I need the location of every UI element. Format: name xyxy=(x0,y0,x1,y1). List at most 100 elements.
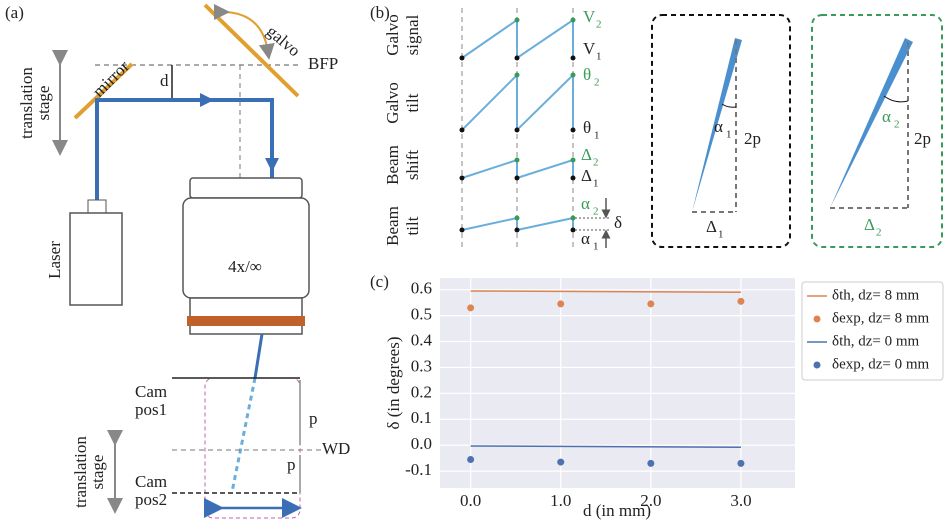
objective-ring xyxy=(189,177,303,199)
legend-label: δexp, dz= 8 mm xyxy=(832,310,930,326)
y-tick-label: 0.3 xyxy=(411,356,432,375)
symbol-sub: 1 xyxy=(593,178,599,190)
symbol-sub: 2 xyxy=(593,206,599,218)
symbol: α xyxy=(581,229,590,248)
symbol: α xyxy=(581,194,590,213)
legend-label: δexp, dz= 0 mm xyxy=(832,356,930,372)
label: pos1 xyxy=(135,400,167,419)
point xyxy=(467,455,475,463)
label: Cam xyxy=(135,382,167,401)
label: d xyxy=(160,71,169,90)
label: 2p xyxy=(914,129,931,148)
galvo-arrow xyxy=(213,3,275,60)
line xyxy=(470,290,741,294)
symbol-sub: 2 xyxy=(894,119,900,131)
symbol: α xyxy=(882,107,891,126)
label: WD xyxy=(322,439,350,458)
symbol-sub: 1 xyxy=(596,51,602,63)
x-tick-label: 1.0 xyxy=(550,491,571,510)
beam xyxy=(230,377,257,493)
legend-label: δth, dz= 8 mm xyxy=(832,287,920,303)
camera-range xyxy=(204,377,301,519)
y-tick-label: 0.1 xyxy=(411,408,432,427)
row-label: tilt xyxy=(403,93,422,112)
label: p xyxy=(309,409,318,428)
panel-label: (c) xyxy=(370,272,389,291)
row-label: tilt xyxy=(403,216,422,235)
x-tick-label: 3.0 xyxy=(730,491,751,510)
beam xyxy=(253,333,264,379)
point xyxy=(737,297,745,305)
symbol: δ xyxy=(614,213,622,232)
label: translation xyxy=(17,67,36,139)
symbol-sub: 1 xyxy=(594,130,600,142)
y-tick-label: 0.2 xyxy=(411,382,432,401)
x-tick-label: 2.0 xyxy=(640,491,661,510)
label: BFP xyxy=(308,54,338,73)
label: 2p xyxy=(744,129,761,148)
label: mirror xyxy=(89,57,133,101)
row-label: Galvo xyxy=(383,82,402,124)
beam xyxy=(95,98,274,200)
symbol: α xyxy=(714,117,723,136)
symbol: V xyxy=(583,39,596,58)
chart: δ (in degrees) d (in mm) -0.1 0.0 0.1 0.2 0.… xyxy=(384,278,944,520)
legend-swatch xyxy=(813,361,821,369)
laser xyxy=(69,212,123,306)
y-tick-label: 0.5 xyxy=(411,304,432,323)
row-label: signal xyxy=(403,14,422,55)
point xyxy=(557,458,565,466)
symbol-sub: 1 xyxy=(593,241,599,253)
wedge xyxy=(692,38,742,212)
symbol: V xyxy=(583,7,596,26)
label: translation xyxy=(71,436,90,508)
panel-label: (b) xyxy=(370,3,390,22)
legend-box xyxy=(801,281,944,381)
label: p xyxy=(287,455,296,474)
label: galvo xyxy=(263,22,304,61)
objective-band xyxy=(187,316,305,326)
symbol-sub: 1 xyxy=(726,129,732,141)
point xyxy=(647,300,655,308)
row-label: shift xyxy=(403,150,422,181)
label: stage xyxy=(34,86,53,121)
symbol-sub: 2 xyxy=(596,19,602,31)
symbol: Δ xyxy=(581,166,592,185)
objective-body xyxy=(182,197,310,299)
label: 4x/∞ xyxy=(228,257,262,276)
y-tick-label: 0.6 xyxy=(411,279,432,298)
y-tick-label: 0.4 xyxy=(411,330,433,349)
symbol: θ xyxy=(583,65,591,84)
mirror xyxy=(73,62,134,120)
point xyxy=(737,459,745,467)
signal-diagram: Galvo signal Galvo tilt Beam shift Beam … xyxy=(383,7,943,253)
row-label: Galvo xyxy=(383,14,402,56)
wedge xyxy=(830,38,913,208)
symbol-sub: 1 xyxy=(718,229,724,241)
signal-dots xyxy=(459,17,576,233)
y-tick-label: 0.0 xyxy=(411,434,432,453)
y-tick-label: -0.1 xyxy=(405,460,432,479)
y-axis-label: δ (in degrees) xyxy=(384,337,403,430)
laser-port xyxy=(87,199,107,214)
angle-arc xyxy=(883,95,909,103)
beam-arrow xyxy=(265,158,279,172)
label: stage xyxy=(88,455,107,490)
symbol: Δ xyxy=(706,217,717,236)
inset-box xyxy=(811,14,943,248)
symbol: θ xyxy=(583,118,591,137)
symbol: Δ xyxy=(864,215,875,234)
symbol-sub: 2 xyxy=(593,157,599,169)
symbol: Δ xyxy=(581,145,592,164)
angle-arc xyxy=(721,103,737,108)
panel-label: (a) xyxy=(5,3,24,22)
beam-arrow xyxy=(200,93,214,107)
legend-label: δth, dz= 0 mm xyxy=(832,333,920,349)
x-tick-label: 0.0 xyxy=(460,491,481,510)
setup-diagram: galvo BFP mirror d translation stage Las… xyxy=(17,3,350,519)
label: Cam xyxy=(135,472,167,491)
x-axis-label: d (in mm) xyxy=(583,501,651,520)
legend-swatch xyxy=(813,315,821,323)
point xyxy=(557,300,565,308)
